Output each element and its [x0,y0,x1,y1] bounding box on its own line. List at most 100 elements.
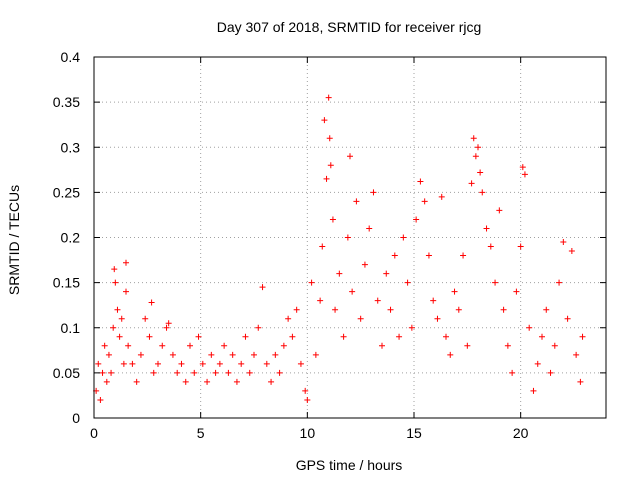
data-point [255,324,262,331]
data-point [379,342,385,349]
data-point [396,333,403,340]
y-tick-label: 0.25 [53,184,80,200]
axis-ticks [93,56,606,419]
data-point [108,369,115,376]
data-point [504,342,511,349]
chart-title: Day 307 of 2018, SRMTID for receiver rjc… [217,19,482,35]
data-point [208,351,215,358]
data-point [212,369,219,376]
x-tick-label: 20 [513,425,529,441]
data-point [148,299,155,306]
data-point [199,360,206,367]
data-point [95,360,102,367]
data-point [238,360,245,367]
data-point [178,360,185,367]
data-point [430,297,437,304]
data-point [133,378,140,385]
data-point [492,279,499,286]
data-points [93,94,586,403]
data-point [99,369,106,376]
data-point [263,360,270,367]
data-point [225,369,232,376]
data-point [242,333,249,340]
data-point [293,306,300,313]
data-point [560,239,567,246]
data-point [438,193,445,200]
data-point [304,396,311,403]
data-point [191,369,198,376]
data-point [539,333,545,340]
data-point [383,270,390,277]
data-point [137,351,144,358]
data-point [530,387,537,394]
data-point [187,342,193,349]
y-tick-label: 0.15 [53,275,80,291]
data-point [513,288,520,295]
data-point [129,360,136,367]
data-point [169,351,176,358]
data-point [573,351,580,358]
data-point [361,261,368,268]
data-point [123,288,129,295]
data-point [496,207,503,214]
data-point [233,378,240,385]
data-point [556,279,563,286]
data-point [118,315,125,322]
data-point [155,360,161,367]
data-point [142,315,149,322]
y-axis-label: SRMTID / TECUs [6,185,22,295]
x-tick-label: 0 [90,425,98,441]
data-point [159,342,166,349]
data-point [464,342,471,349]
data-point [276,369,283,376]
data-point [387,306,394,313]
data-point [404,279,411,286]
data-point [123,259,129,266]
data-point [483,225,490,232]
data-point [408,324,415,331]
data-point [204,378,211,385]
data-point [475,144,481,151]
data-point [353,198,360,205]
data-point [451,288,458,295]
data-point [547,369,554,376]
data-point [216,360,223,367]
y-tick-label: 0.1 [61,320,81,336]
data-point [421,198,428,205]
y-tick-label: 0 [72,410,80,426]
data-point [425,252,432,259]
data-point [366,225,373,232]
data-point [105,351,112,358]
data-point [347,153,353,160]
data-point [150,369,157,376]
data-point [323,175,330,182]
data-point [521,171,528,178]
data-point [517,243,524,250]
data-point [519,164,526,171]
data-point [312,351,319,358]
data-point [579,333,586,340]
y-tick-label: 0.35 [53,94,80,110]
data-point [111,266,118,273]
data-point [577,378,584,385]
data-point [417,178,424,185]
data-point [174,369,181,376]
data-point [336,270,343,277]
y-tick-label: 0.4 [61,49,81,65]
data-point [280,342,287,349]
data-point [110,324,117,331]
data-point [116,333,123,340]
data-point [321,117,328,124]
data-point [251,351,257,358]
data-point [221,342,228,349]
data-point [272,351,279,358]
x-tick-labels: 0 5 10 15 20 [90,425,529,441]
data-point [370,189,377,196]
data-point [391,252,398,259]
data-point [374,297,381,304]
data-point [308,279,315,286]
data-point [487,243,494,250]
data-point [268,378,275,385]
data-point [447,351,454,358]
